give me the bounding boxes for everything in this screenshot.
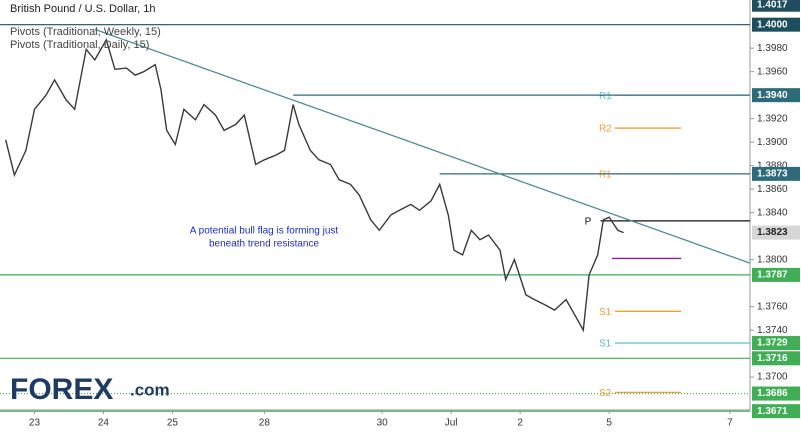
chart-title: British Pound / U.S. Dollar, 1h (10, 3, 156, 15)
pivot-label: P (585, 217, 592, 228)
trend-line (94, 28, 751, 264)
x-tick-label: 2 (517, 418, 523, 429)
logo: FOREX (10, 373, 113, 406)
x-tick-label: 24 (98, 418, 110, 429)
y-tick-label: 1.3840 (757, 207, 788, 218)
pivot-label: S1 (599, 339, 612, 350)
indicator-label: Pivots (Traditional, Weekly, 15) (10, 26, 161, 38)
price-label-box (752, 404, 800, 419)
y-tick-label: 1.3800 (757, 254, 788, 265)
x-tick-label: 25 (167, 418, 179, 429)
price-label: 1.3823 (757, 227, 788, 238)
price-label-box (752, 0, 800, 12)
price-label-box (752, 336, 800, 351)
x-tick-label: 28 (259, 418, 271, 429)
indicator-label: Pivots (Traditional, Daily, 15) (10, 39, 149, 51)
x-tick-label: 23 (29, 418, 41, 429)
pivot-label: R1 (599, 91, 612, 102)
pivot-label: S2 (599, 388, 612, 399)
x-tick-label: 5 (606, 418, 612, 429)
price-label-box (752, 88, 800, 103)
y-tick-label: 1.3900 (757, 137, 788, 148)
pivot-label: S1 (599, 307, 612, 318)
annotation: beneath trend resistance (209, 239, 320, 250)
logo-suffix: .com (130, 380, 170, 399)
price-label-box (752, 267, 800, 282)
x-tick-label: Jul (445, 418, 458, 429)
price-label-box (752, 386, 800, 401)
y-tick-label: 1.3760 (757, 301, 788, 312)
x-tick-label: 30 (377, 418, 389, 429)
plot: R1 R2 R1 P S1 S1 S2 (0, 24, 751, 412)
price-label-box (752, 225, 800, 240)
pivot-label: R2 (599, 124, 612, 135)
y-tick-label: 1.3700 (757, 372, 788, 383)
price-label-box (752, 17, 800, 32)
price-label: 1.4017 (757, 0, 788, 10)
price-label: 1.3787 (757, 270, 788, 281)
price-label: 1.3671 (757, 406, 788, 417)
price-label: 1.4000 (757, 19, 788, 30)
y-tick-label: 1.3980 (757, 43, 788, 54)
y-tick-label: 1.3860 (757, 184, 788, 195)
price-label: 1.3729 (757, 338, 788, 349)
y-tick-label: 1.3880 (757, 160, 788, 171)
price-line (5, 38, 624, 333)
y-tick-label: 1.3960 (757, 66, 788, 77)
price-label: 1.3686 (757, 388, 788, 399)
price-label: 1.3716 (757, 353, 788, 364)
y-tick-label: 1.3920 (757, 113, 788, 124)
pivot-label: R1 (599, 170, 612, 181)
x-tick-label: 7 (727, 418, 733, 429)
price-label-box (752, 166, 800, 181)
price-label-box (752, 351, 800, 366)
price-label: 1.3940 (757, 90, 788, 101)
price-label: 1.3873 (757, 169, 788, 180)
y-tick-label: 1.3740 (757, 325, 788, 336)
annotation: A potential bull flag is forming just (190, 226, 339, 237)
